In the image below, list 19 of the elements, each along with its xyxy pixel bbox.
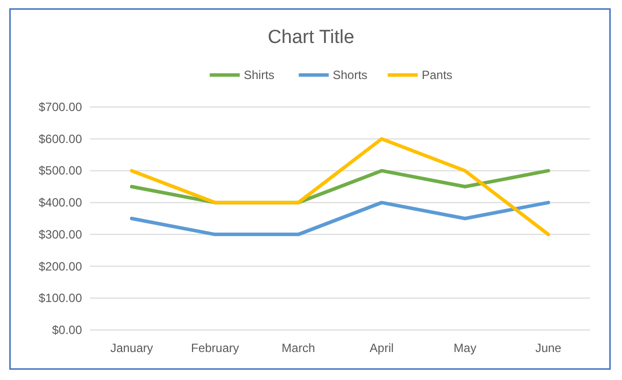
line-series bbox=[130, 137, 550, 236]
x-tick-label: March bbox=[282, 341, 316, 355]
y-tick-label: $400.00 bbox=[38, 196, 82, 210]
legend-label: Shorts bbox=[332, 68, 368, 82]
x-tick-label: April bbox=[370, 341, 394, 355]
legend-label: Pants bbox=[422, 68, 452, 82]
chart-title: Chart Title bbox=[268, 27, 354, 48]
x-tick-label: May bbox=[454, 341, 476, 355]
legend-label: Shirts bbox=[244, 68, 274, 82]
y-tick-label: $100.00 bbox=[38, 291, 82, 306]
y-tick-label: $600.00 bbox=[38, 132, 82, 146]
x-tick-label: January bbox=[110, 341, 154, 355]
y-tick-label: $200.00 bbox=[38, 259, 82, 274]
y-tick-label: $0.00 bbox=[52, 323, 82, 337]
x-tick-label: February bbox=[190, 341, 240, 355]
y-tick-label: $700.00 bbox=[38, 100, 82, 114]
y-tick-label: $500.00 bbox=[38, 164, 82, 178]
y-tick-label: $300.00 bbox=[38, 227, 82, 242]
x-tick-label: June bbox=[535, 341, 562, 355]
